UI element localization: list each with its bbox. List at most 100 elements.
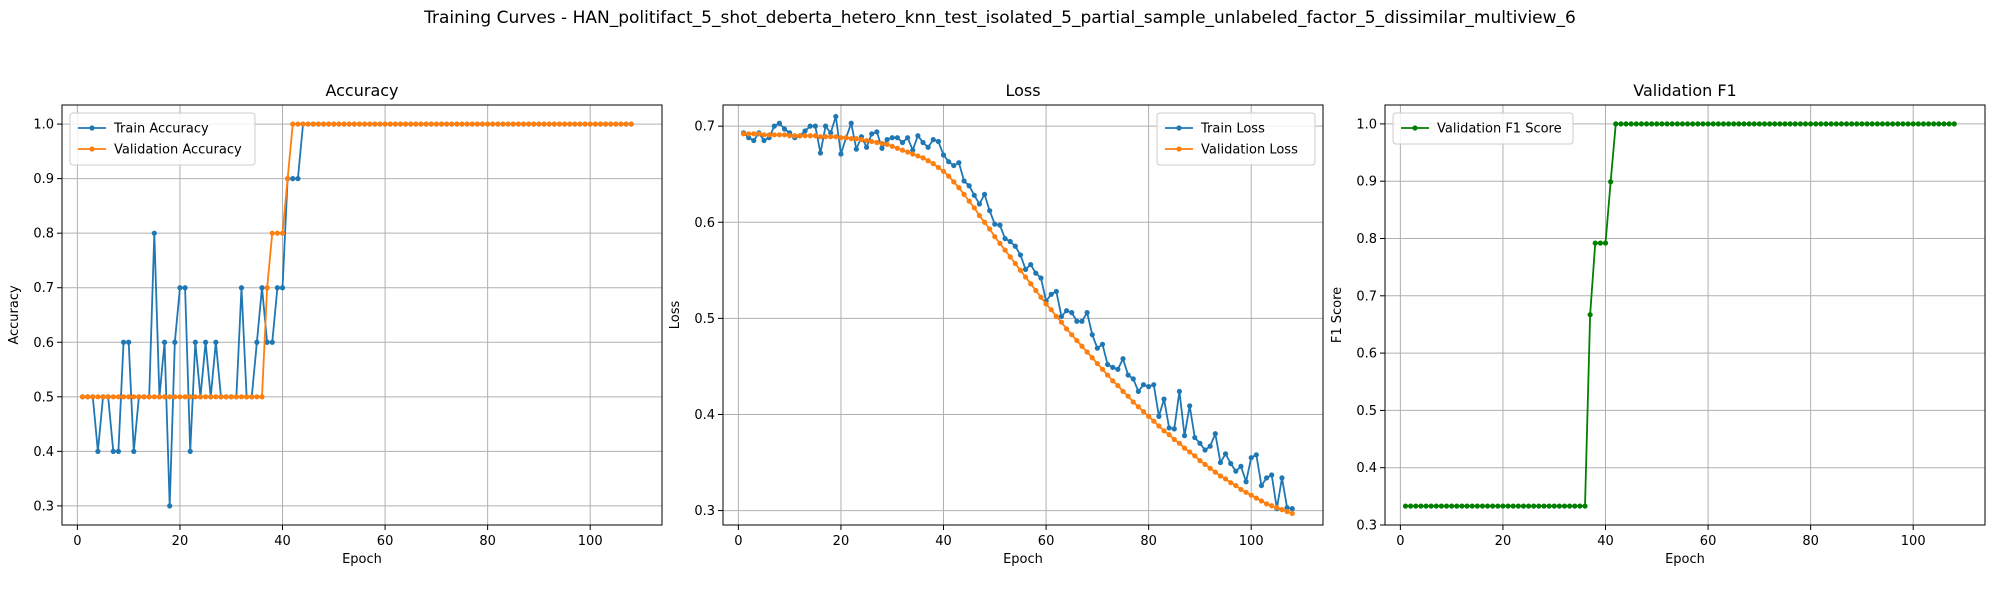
data-point (1192, 434, 1198, 441)
data-point (935, 138, 941, 145)
data-point (1797, 121, 1803, 127)
data-point (300, 121, 306, 127)
data-point (1649, 121, 1655, 127)
data-point (556, 121, 563, 127)
y-axis-label: Loss (668, 301, 683, 330)
legend-swatch-marker (89, 146, 95, 152)
data-point (1151, 382, 1157, 388)
data-point (992, 234, 998, 240)
data-point (1674, 121, 1680, 127)
data-point (1248, 492, 1254, 498)
legend: Validation F1 Score (1392, 112, 1574, 145)
data-point (1028, 281, 1034, 287)
data-point (797, 133, 803, 139)
figure-title: Training Curves - HAN_politifact_5_shot_… (424, 8, 1576, 28)
data-point (1258, 482, 1265, 489)
data-point (1110, 378, 1116, 384)
data-point (1838, 121, 1845, 127)
data-point (920, 155, 926, 161)
data-point (1105, 372, 1111, 378)
x-tick-label: 60 (1700, 534, 1717, 549)
data-point (95, 448, 101, 454)
data-point (1284, 505, 1290, 511)
data-point (966, 183, 972, 189)
data-point (812, 123, 818, 129)
data-point (863, 144, 870, 150)
data-point (244, 394, 250, 400)
data-point (238, 285, 245, 291)
data-point (351, 121, 357, 127)
data-point (1746, 121, 1752, 127)
data-point (997, 240, 1003, 246)
data-point (920, 139, 926, 146)
data-point (1910, 121, 1916, 127)
data-point (469, 121, 475, 127)
data-point (1002, 235, 1008, 242)
data-point (85, 394, 91, 400)
data-point (495, 121, 501, 127)
data-point (254, 339, 260, 345)
data-point (869, 131, 875, 137)
data-point (1125, 372, 1131, 378)
data-point (817, 134, 824, 140)
data-point (546, 121, 552, 127)
y-tick-label: 0.4 (694, 408, 715, 423)
data-point (1105, 361, 1111, 368)
chart-1: 0 20 40 60 80 100 0.3 0.4 0.5 0.6 0.7 Loss Epoch Loss… (668, 81, 1324, 567)
data-point (828, 130, 834, 136)
data-point (1659, 121, 1665, 127)
data-point (833, 113, 839, 120)
data-point (1069, 332, 1075, 338)
data-point (751, 131, 757, 137)
data-point (274, 285, 280, 291)
data-point (1684, 121, 1691, 127)
data-point (812, 133, 818, 139)
data-point (367, 121, 373, 127)
data-point (213, 339, 219, 345)
data-point (536, 121, 542, 127)
chart-title: Validation F1 (1633, 81, 1736, 100)
data-point (1156, 413, 1162, 419)
data-point (1197, 458, 1203, 464)
data-point (131, 448, 137, 454)
data-point (905, 149, 911, 155)
data-point (418, 121, 424, 127)
data-point (1833, 121, 1839, 127)
data-point (295, 121, 301, 127)
x-tick-label: 80 (1802, 534, 1819, 549)
data-point (505, 121, 511, 127)
data-point (1074, 337, 1080, 344)
data-point (1212, 431, 1218, 437)
data-point (1053, 288, 1059, 295)
data-point (1151, 418, 1157, 424)
data-point (105, 394, 111, 400)
data-point (1022, 266, 1029, 272)
data-point (361, 121, 368, 127)
data-point (981, 191, 988, 197)
data-point (740, 131, 747, 137)
y-tick-label: 0.6 (33, 336, 54, 351)
data-point (151, 230, 157, 236)
data-point (1792, 121, 1798, 127)
data-point (884, 137, 890, 143)
data-point (776, 132, 783, 138)
data-point (981, 219, 988, 225)
y-tick-label: 0.5 (1356, 404, 1377, 419)
data-point (264, 339, 270, 345)
data-point (1931, 121, 1937, 127)
data-point (1171, 436, 1177, 443)
y-tick-label: 1.0 (1356, 117, 1377, 132)
data-point (1207, 443, 1213, 449)
data-point (290, 176, 296, 182)
data-point (515, 121, 522, 127)
data-point (485, 121, 491, 127)
data-point (853, 146, 859, 152)
data-point (802, 128, 808, 134)
data-point (961, 178, 967, 184)
legend: Train Accuracy Validation Accuracy (69, 112, 256, 166)
data-point (1063, 326, 1070, 332)
data-point (582, 121, 588, 127)
data-point (894, 135, 900, 141)
data-point (561, 121, 568, 127)
data-point (1069, 310, 1075, 316)
